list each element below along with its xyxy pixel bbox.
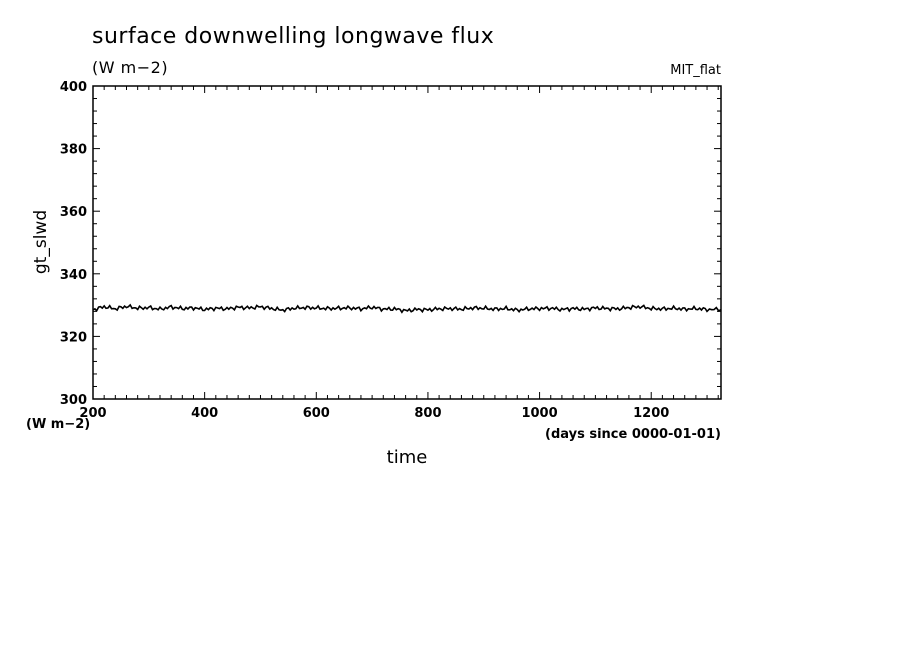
y-axis-label: gt_slwd — [31, 210, 51, 274]
axis-ticks — [92, 85, 721, 400]
y-tick-label: 400 — [60, 80, 87, 95]
x-tick-label: 400 — [191, 406, 218, 421]
y-units-label: (W m−2) — [26, 417, 90, 432]
x-axis-label: time — [387, 447, 428, 468]
chart-title: surface downwelling longwave flux — [92, 24, 495, 49]
y-tick-label: 380 — [60, 143, 87, 158]
y-tick-label: 320 — [60, 330, 87, 345]
y-tick-label: 360 — [60, 205, 87, 220]
plot-frame — [92, 85, 722, 400]
x-units-label: (days since 0000-01-01) — [545, 427, 721, 442]
x-tick-label: 1200 — [633, 406, 669, 421]
y-tick-labels: 300 320 340 360 380 400 — [60, 80, 87, 408]
x-tick-labels: 200 400 600 800 1000 1200 — [79, 406, 669, 421]
chart-units: (W m−2) — [92, 58, 169, 77]
x-tick-label: 600 — [303, 406, 330, 421]
y-tick-label: 300 — [60, 393, 87, 408]
x-tick-label: 200 — [79, 406, 106, 421]
model-label: MIT_flat — [670, 63, 721, 78]
series-line — [92, 303, 722, 314]
x-tick-label: 800 — [414, 406, 441, 421]
y-tick-label: 340 — [60, 268, 87, 283]
x-tick-label: 1000 — [521, 406, 557, 421]
